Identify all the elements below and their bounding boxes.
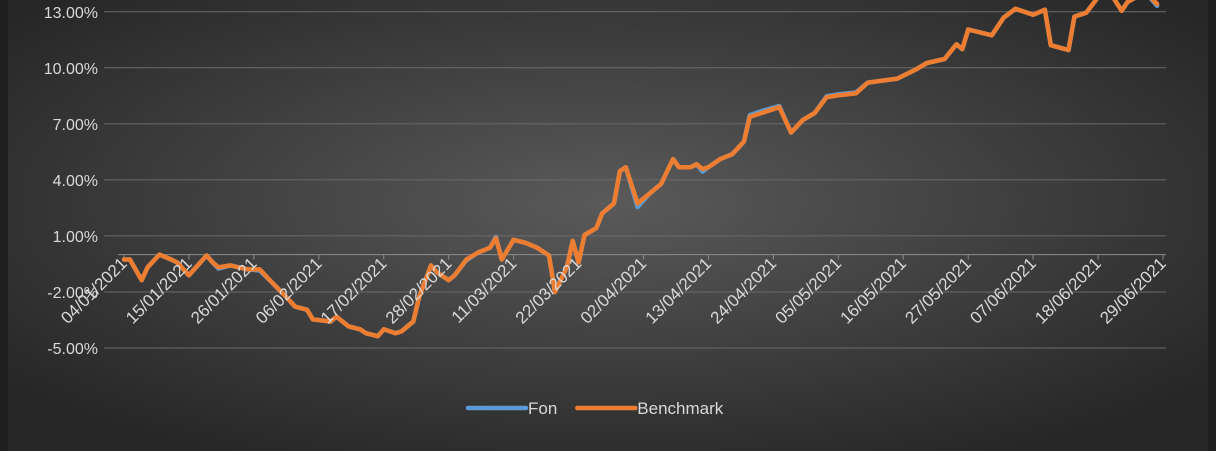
y-tick-label: 10.00%: [44, 61, 98, 78]
series-line: [121, 0, 1160, 339]
legend-label: Fon: [528, 399, 557, 418]
y-tick-label: 4.00%: [53, 173, 98, 190]
legend-label: Benchmark: [637, 399, 723, 418]
chart-area: [8, 0, 1208, 451]
y-tick-label: 13.00%: [44, 5, 98, 22]
y-tick-label: -2.00%: [47, 285, 98, 302]
y-tick-label: 1.00%: [53, 229, 98, 246]
y-tick-label: -5.00%: [47, 341, 98, 358]
y-tick-label: 7.00%: [53, 117, 98, 134]
